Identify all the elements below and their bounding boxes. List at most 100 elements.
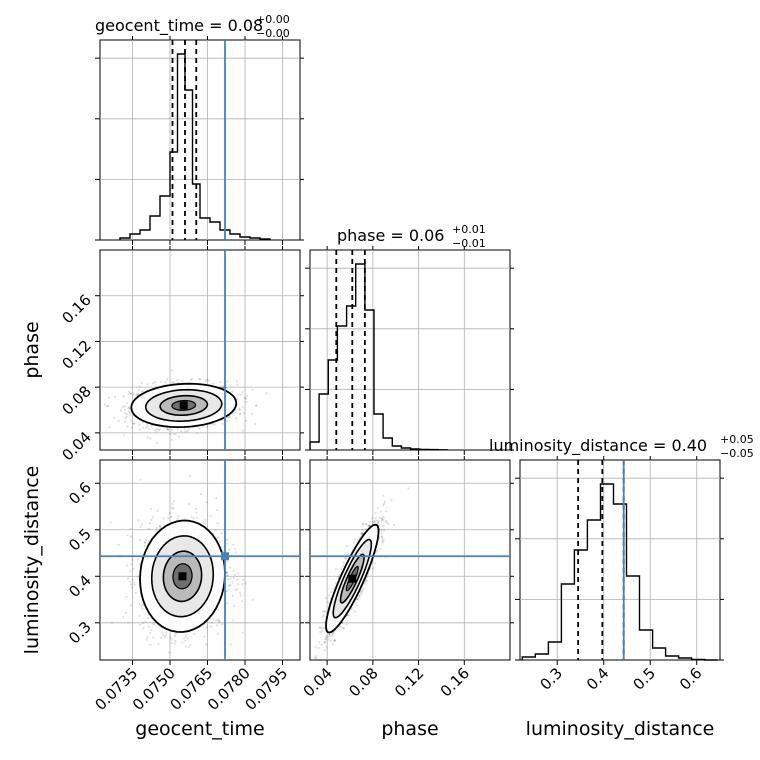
scatter-point-phase-vs-time — [142, 390, 145, 393]
scatter-point-ld-vs-time — [215, 619, 218, 622]
scatter-point-phase-vs-time — [234, 417, 238, 420]
title-phase: phase = 0.06 — [337, 226, 444, 245]
scatter-point-ld-vs-time — [130, 586, 133, 590]
scatter-point-ld-vs-time — [226, 538, 229, 542]
scatter-point-ld-vs-phase — [379, 510, 382, 513]
ylabel-luminosity-distance: luminosity_distance — [21, 466, 43, 655]
scatter-point-ld-vs-time — [141, 523, 144, 526]
scatter-point-phase-vs-time — [125, 415, 128, 418]
scatter-point-phase-vs-time — [184, 430, 187, 433]
scatter-point-ld-vs-time — [212, 618, 215, 621]
scatter-point-ld-vs-phase — [357, 596, 360, 599]
scatter-point-phase-vs-time — [158, 428, 162, 431]
scatter-point-ld-vs-phase — [340, 567, 343, 570]
scatter-point-phase-vs-time — [245, 419, 248, 423]
scatter-point-phase-vs-time — [181, 380, 184, 383]
scatter-point-ld-vs-time — [139, 539, 142, 542]
scatter-point-phase-vs-time — [176, 428, 179, 431]
scatter-point-ld-vs-time — [174, 635, 177, 638]
scatter-point-phase-vs-time — [168, 433, 172, 436]
scatter-point-ld-vs-phase — [324, 637, 327, 640]
x-tick-label-geocent-time: 0.0795 — [241, 664, 291, 714]
scatter-point-ld-vs-time — [203, 522, 206, 525]
scatter-point-phase-vs-time — [254, 404, 258, 407]
scatter-point-phase-vs-time — [147, 427, 150, 431]
scatter-point-ld-vs-phase — [339, 625, 342, 629]
scatter-point-ld-vs-phase — [329, 635, 332, 638]
scatter-point-ld-vs-phase — [337, 576, 340, 580]
scatter-point-ld-vs-phase — [355, 604, 358, 607]
scatter-point-ld-vs-time — [222, 549, 225, 552]
scatter-point-ld-vs-time — [210, 625, 213, 628]
scatter-point-ld-vs-time — [216, 522, 219, 525]
scatter-point-ld-vs-time — [155, 526, 158, 530]
scatter-point-ld-vs-phase — [329, 640, 332, 643]
scatter-point-phase-vs-time — [140, 381, 143, 384]
scatter-point-ld-vs-time — [239, 594, 242, 597]
scatter-point-ld-vs-phase — [323, 641, 327, 644]
scatter-point-phase-vs-time — [138, 424, 141, 427]
scatter-point-phase-vs-time — [176, 378, 179, 381]
scatter-point-ld-vs-phase — [321, 615, 324, 619]
scatter-point-phase-vs-time — [180, 430, 183, 433]
scatter-point-ld-vs-phase — [323, 610, 326, 613]
x-tick-label-luminosity-distance: 0.4 — [583, 664, 613, 694]
scatter-point-ld-vs-time — [152, 636, 155, 639]
scatter-point-phase-vs-time — [206, 378, 209, 381]
scatter-point-ld-vs-time — [137, 575, 140, 578]
scatter-point-ld-vs-time — [124, 611, 128, 614]
scatter-point-ld-vs-phase — [313, 656, 316, 659]
scatter-point-ld-vs-phase — [337, 575, 340, 578]
scatter-point-phase-vs-time — [187, 428, 190, 431]
scatter-point-ld-vs-phase — [325, 646, 328, 649]
scatter-point-phase-vs-time — [146, 425, 149, 428]
scatter-point-ld-vs-phase — [383, 500, 386, 504]
scatter-point-ld-vs-phase — [331, 632, 334, 635]
scatter-point-ld-vs-time — [240, 600, 243, 603]
scatter-point-phase-vs-time — [251, 388, 254, 391]
scatter-point-ld-vs-phase — [345, 545, 348, 548]
scatter-point-ld-vs-time — [204, 519, 207, 522]
scatter-point-ld-vs-phase — [345, 623, 348, 626]
scatter-point-phase-vs-time — [142, 426, 145, 429]
scatter-point-phase-vs-time — [170, 438, 173, 441]
scatter-point-phase-vs-time — [241, 429, 244, 432]
scatter-point-ld-vs-phase — [361, 528, 364, 532]
scatter-point-ld-vs-time — [133, 581, 136, 584]
scatter-point-ld-vs-time — [138, 623, 141, 626]
scatter-point-ld-vs-time — [218, 620, 221, 623]
scatter-point-phase-vs-time — [174, 433, 177, 436]
scatter-point-phase-vs-time — [255, 404, 258, 407]
scatter-point-ld-vs-phase — [372, 567, 375, 570]
scatter-point-ld-vs-time — [244, 582, 247, 585]
scatter-point-ld-vs-time — [168, 512, 171, 515]
scatter-point-ld-vs-phase — [375, 519, 378, 522]
scatter-point-ld-vs-time — [160, 636, 163, 639]
scatter-point-ld-vs-phase — [323, 641, 326, 644]
axes-ld-hist — [519, 459, 721, 661]
scatter-point-ld-vs-phase — [376, 506, 379, 509]
scatter-point-ld-vs-time — [210, 621, 213, 624]
scatter-point-ld-vs-phase — [341, 627, 344, 630]
scatter-point-ld-vs-time — [133, 583, 136, 586]
scatter-point-phase-vs-time — [127, 410, 130, 413]
scatter-point-phase-vs-time — [126, 413, 129, 416]
scatter-point-phase-vs-time — [166, 427, 169, 430]
title-phase-minus: −0.01 — [452, 237, 486, 250]
scatter-point-ld-vs-phase — [382, 518, 385, 521]
scatter-point-ld-vs-time — [234, 588, 237, 591]
scatter-point-ld-vs-time — [139, 525, 142, 528]
scatter-point-ld-vs-phase — [356, 598, 359, 601]
scatter-point-phase-vs-time — [226, 380, 229, 383]
scatter-point-ld-vs-time — [143, 544, 146, 548]
scatter-point-ld-vs-time — [141, 608, 144, 611]
scatter-point-ld-vs-time — [233, 547, 236, 550]
scatter-point-ld-vs-time — [172, 500, 175, 503]
scatter-point-phase-vs-time — [164, 381, 167, 384]
scatter-point-ld-vs-time — [226, 560, 229, 564]
scatter-point-ld-vs-phase — [382, 516, 385, 519]
scatter-point-ld-vs-phase — [385, 521, 388, 524]
scatter-point-ld-vs-phase — [374, 517, 377, 520]
scatter-point-ld-vs-time — [174, 640, 177, 643]
scatter-point-ld-vs-time — [173, 642, 176, 645]
